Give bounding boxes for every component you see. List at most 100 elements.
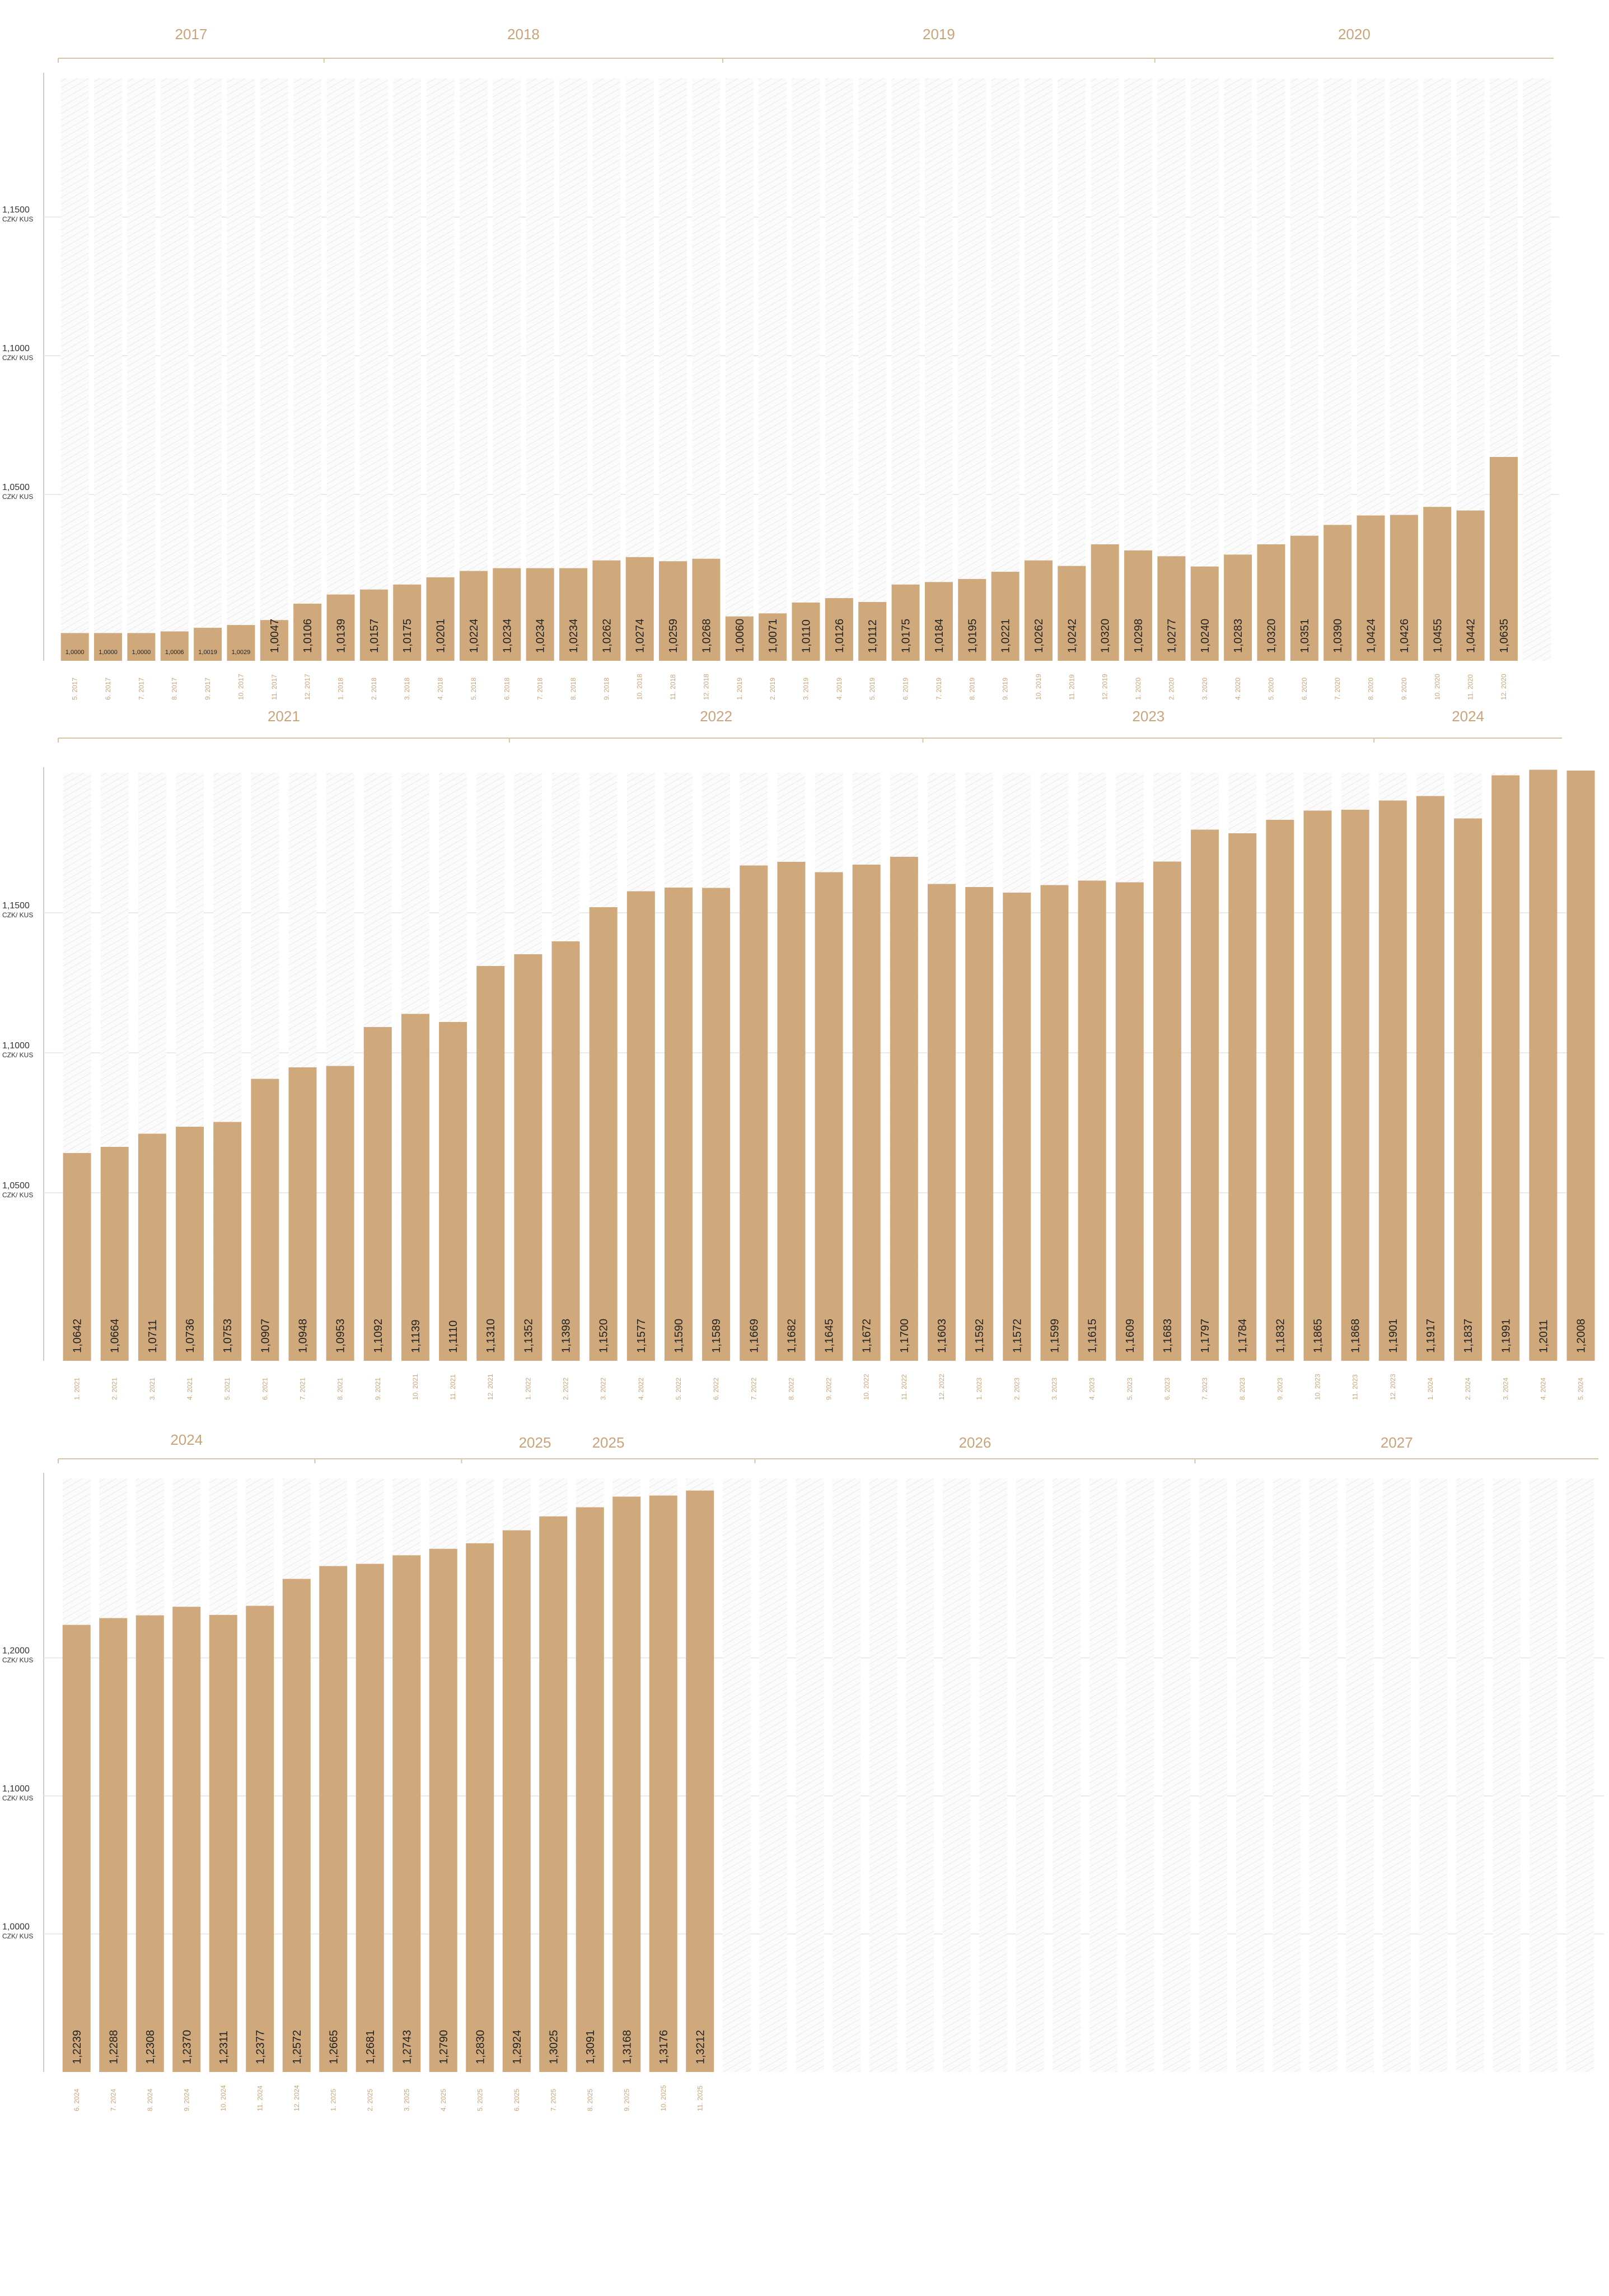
placeholder-column <box>722 1478 751 2072</box>
bar <box>965 887 994 1361</box>
bar <box>100 1147 129 1361</box>
x-tick-label: 8. 2022 <box>787 1378 795 1400</box>
x-tick-label: 6. 2025 <box>513 2089 521 2111</box>
x-tick-label: 11. 2021 <box>449 1374 457 1400</box>
placeholder-column <box>1016 1478 1044 2072</box>
bar-value-label: 1,1682 <box>785 1319 798 1353</box>
bar-value-label: 1,0195 <box>966 619 979 653</box>
bar-value-label: 1,2665 <box>328 2030 340 2064</box>
bar-value-label: 1,0259 <box>667 619 680 653</box>
placeholder-column <box>991 78 1019 661</box>
x-tick-label: 12. 2022 <box>938 1374 946 1400</box>
placeholder-column <box>792 78 820 661</box>
placeholder-column <box>869 1478 897 2072</box>
bar <box>319 1566 348 2072</box>
x-tick-label: 11. 2017 <box>270 674 278 700</box>
x-tick-label: 4. 2018 <box>437 678 445 700</box>
bar <box>1456 510 1485 661</box>
x-tick-label: 12. 2019 <box>1101 674 1109 700</box>
placeholder-column <box>393 78 422 661</box>
bar <box>625 557 654 661</box>
bar <box>792 603 820 661</box>
placeholder-column <box>891 78 920 661</box>
placeholder-column <box>194 78 222 661</box>
bar <box>251 1079 279 1361</box>
placeholder-column <box>1419 1478 1448 2072</box>
bar-value-label: 1,1110 <box>447 1320 460 1353</box>
bar-value-label: 1,1837 <box>1462 1319 1475 1353</box>
bar <box>852 865 881 1361</box>
bar <box>1423 507 1452 661</box>
x-tick-label: 1. 2023 <box>975 1378 983 1400</box>
bar-value-label: 1,0006 <box>165 649 184 656</box>
year-label: 2019 <box>923 26 955 43</box>
x-tick-label: 6. 2022 <box>712 1378 720 1400</box>
x-tick-label: 4. 2020 <box>1234 678 1242 700</box>
bar <box>260 620 288 661</box>
x-tick-label: 10. 2018 <box>636 674 644 700</box>
bar-value-label: 1,2572 <box>291 2030 303 2064</box>
x-tick-label: 1. 2021 <box>73 1378 81 1400</box>
bar-value-label: 1,0234 <box>535 619 547 653</box>
bar <box>209 1614 237 2072</box>
x-tick-label: 12. 2024 <box>293 2085 301 2111</box>
bar-value-label: 1,1572 <box>1011 1319 1023 1353</box>
x-tick-label: 1. 2019 <box>736 678 743 700</box>
year-label: 2024 <box>170 1431 203 1448</box>
placeholder-column <box>1058 78 1086 661</box>
bar <box>928 884 956 1361</box>
placeholder-column <box>1309 1478 1337 2072</box>
x-tick-label: 4. 2019 <box>835 678 843 700</box>
x-tick-label: 11. 2018 <box>669 674 677 700</box>
x-tick-label: 4. 2023 <box>1088 1378 1096 1400</box>
bar-value-label: 1,0000 <box>99 649 118 656</box>
x-tick-label: 6. 2018 <box>503 678 511 700</box>
placeholder-column <box>326 78 355 661</box>
bar <box>194 628 222 661</box>
bar <box>1224 554 1252 661</box>
x-tick-label: 2. 2025 <box>366 2089 374 2111</box>
bar <box>1266 820 1294 1361</box>
bar <box>1024 560 1053 661</box>
placeholder-column <box>559 78 588 661</box>
bar <box>1341 810 1369 1361</box>
bar <box>702 888 731 1361</box>
bar-value-label: 1,1700 <box>899 1319 911 1353</box>
x-tick-label: 3. 2020 <box>1201 678 1209 700</box>
x-tick-label: 7. 2019 <box>935 678 943 700</box>
x-tick-label: 3. 2023 <box>1050 1378 1058 1400</box>
placeholder-column <box>942 1478 971 2072</box>
bar <box>589 907 618 1361</box>
placeholder-column <box>1382 1478 1411 2072</box>
bar-value-label: 1,0184 <box>933 619 946 653</box>
year-label: 2022 <box>700 708 732 725</box>
bar-value-label: 1,0320 <box>1100 619 1112 653</box>
x-tick-label: 5. 2019 <box>868 678 876 700</box>
bar-value-label: 1,1917 <box>1425 1319 1437 1353</box>
bar <box>160 631 189 661</box>
x-tick-label: 7. 2024 <box>109 2089 117 2111</box>
y-tick-label: 1,1000 <box>2 344 30 353</box>
x-tick-label: 5. 2025 <box>476 2089 484 2111</box>
bar <box>1323 525 1352 661</box>
bar-value-label: 1,2239 <box>71 2030 83 2064</box>
bar-value-label: 1,1092 <box>372 1319 385 1353</box>
placeholder-column <box>426 78 455 661</box>
bar <box>1003 893 1031 1361</box>
placeholder-column <box>94 78 123 661</box>
bar <box>63 1153 91 1361</box>
bar-value-label: 1,3025 <box>548 2030 560 2064</box>
placeholder-column <box>227 78 255 661</box>
placeholder-column <box>160 78 189 661</box>
bar-value-label: 1,0642 <box>72 1319 84 1353</box>
x-tick-label: 7. 2017 <box>137 678 145 700</box>
x-tick-label: 11. 2022 <box>900 1374 908 1400</box>
bar-value-label: 1,1590 <box>673 1319 685 1353</box>
bar <box>777 862 806 1361</box>
placeholder-column <box>359 78 388 661</box>
bar <box>815 872 843 1361</box>
y-unit-label: CZK/ KUS <box>2 216 33 223</box>
bar <box>62 1625 91 2072</box>
bar <box>493 568 521 661</box>
bar <box>99 1618 128 2072</box>
